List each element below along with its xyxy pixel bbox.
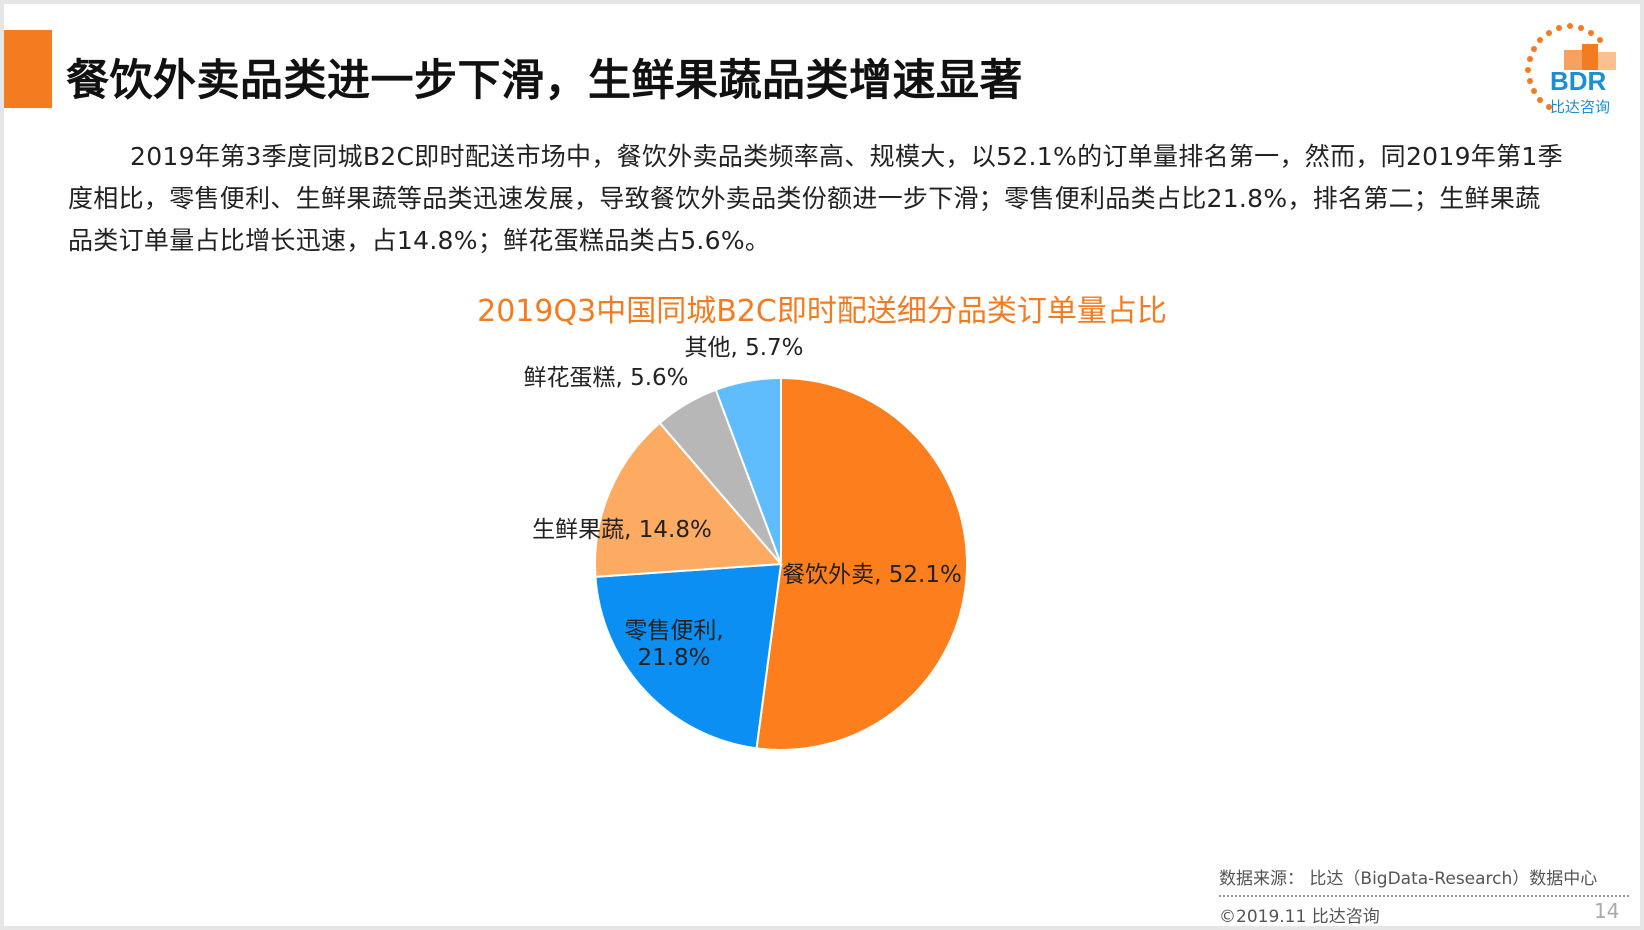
pie-label-line: 21.8% (637, 645, 710, 671)
title-accent-bar (4, 30, 52, 108)
pie-slice-5 (714, 376, 782, 565)
pie-slice-3 (594, 421, 784, 578)
pie-label-1: 餐饮外卖, 52.1% (782, 562, 962, 588)
data-source: 数据来源： 比达（BigData-Research）数据中心 (1219, 869, 1598, 889)
footer-divider (1219, 895, 1629, 897)
pie-label-line: 零售便利, (624, 618, 723, 644)
page-number: 14 (1594, 899, 1620, 923)
copyright: ©2019.11 比达咨询 (1219, 907, 1380, 927)
pie-label-4: 鲜花蛋糕, 5.6% (523, 365, 688, 391)
summary-paragraph: 2019年第3季度同城B2C即时配送市场中，餐饮外卖品类频率高、规模大，以52.… (68, 142, 1563, 255)
bdr-logo-icon: BDR 比达咨询 (1525, 23, 1616, 116)
pie-slice-2 (594, 562, 783, 750)
pie-label-3: 生鲜果蔬, 14.8% (532, 517, 712, 543)
chart-title: 2019Q3中国同城B2C即时配送细分品类订单量占比 (477, 294, 1167, 329)
logo-text: BDR (1550, 66, 1607, 96)
pie-label-2: 零售便利, 21.8% (624, 618, 723, 671)
logo-subtext: 比达咨询 (1550, 98, 1610, 116)
pie-chart: 餐饮外卖, 52.1% 零售便利, 21.8% 生鲜果蔬, 14.8% 鲜花蛋糕, 5.… (523, 335, 968, 751)
pie-slice-1 (755, 376, 968, 751)
pie-label-5: 其他, 5.7% (684, 335, 803, 361)
slide: 餐饮外卖品类进一步下滑，生鲜果蔬品类增速显著 BDR 比达咨询 2019年第3季… (4, 4, 1640, 927)
page-title: 餐饮外卖品类进一步下滑，生鲜果蔬品类增速显著 (66, 56, 1023, 106)
